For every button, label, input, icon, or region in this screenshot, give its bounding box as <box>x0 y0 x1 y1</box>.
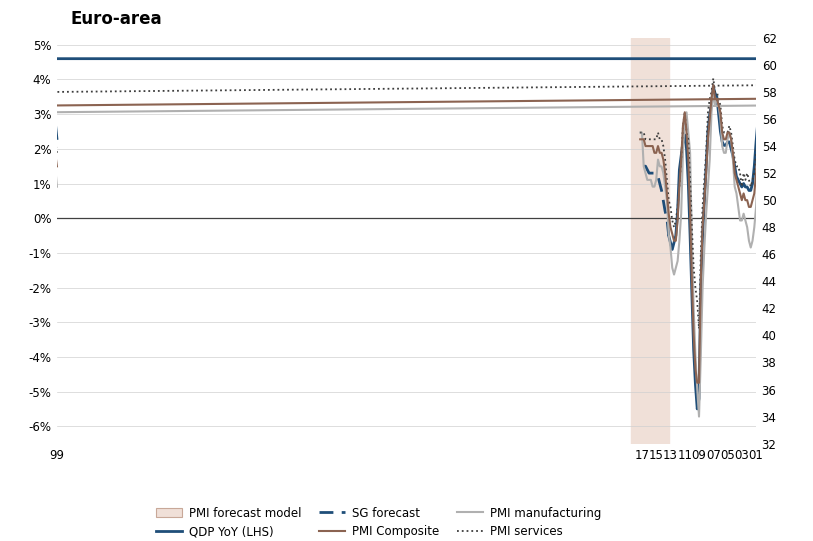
Text: Euro-area: Euro-area <box>71 10 163 28</box>
Bar <box>631 38 668 444</box>
Legend: PMI forecast model, QDP YoY (LHS), SG forecast, PMI Composite, PMI manufacturing: PMI forecast model, QDP YoY (LHS), SG fo… <box>151 502 606 541</box>
